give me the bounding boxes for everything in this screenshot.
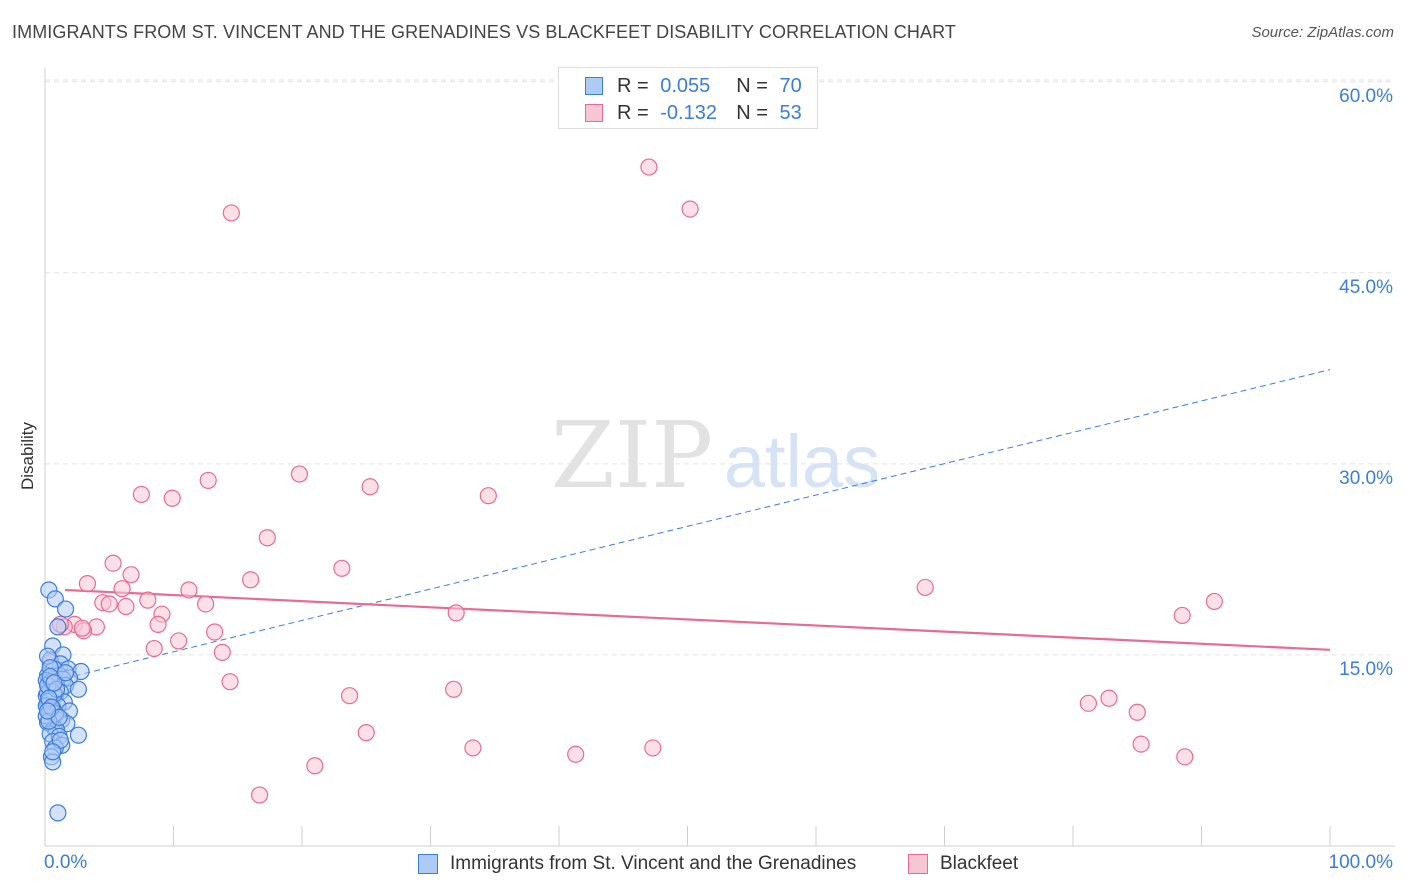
- legend-swatch-blue: [585, 77, 603, 95]
- legend-item-blackfeet[interactable]: Blackfeet: [908, 851, 1018, 877]
- r-label: R =: [617, 101, 649, 124]
- data-point-immigrants: [69, 680, 88, 698]
- data-point-blackfeet: [567, 745, 585, 763]
- y-tick-label: 45.0%: [1339, 277, 1393, 298]
- data-point-blackfeet: [122, 566, 140, 584]
- data-point-blackfeet: [199, 471, 217, 490]
- trend-line-immigrants-path: [64, 369, 1331, 679]
- watermark-zip: ZIP: [551, 402, 713, 509]
- data-point-blackfeet: [1132, 735, 1150, 753]
- data-point-blackfeet: [916, 578, 934, 597]
- data-point-blackfeet: [644, 739, 662, 757]
- gridlines: [45, 79, 1395, 656]
- y-axis-label: Disability: [18, 421, 37, 491]
- data-point-blackfeet: [132, 485, 150, 504]
- data-point-blackfeet: [113, 580, 131, 598]
- data-point-immigrants: [44, 743, 62, 761]
- data-point-blackfeet: [681, 200, 699, 218]
- data-point-immigrants: [45, 674, 63, 692]
- legend-swatch-blue: [418, 854, 438, 874]
- data-point-blackfeet: [104, 554, 122, 572]
- data-point-blackfeet: [361, 478, 379, 496]
- legend-label: Blackfeet: [940, 853, 1019, 874]
- data-point-blackfeet: [73, 619, 91, 637]
- n-value: 53: [779, 101, 802, 124]
- data-point-blackfeet: [100, 595, 118, 613]
- data-point-blackfeet: [333, 559, 351, 577]
- data-point-blackfeet: [180, 581, 198, 599]
- n-label: N =: [736, 101, 768, 124]
- x-tick-label-min: 0.0%: [44, 852, 88, 873]
- correlation-legend: R = 0.055 N = 70 R = -0.132 N = 53: [558, 67, 818, 129]
- data-point-blackfeet: [1100, 689, 1118, 707]
- data-point-blackfeet: [78, 574, 97, 593]
- data-point-blackfeet: [447, 604, 465, 622]
- data-point-blackfeet: [170, 632, 188, 650]
- data-point-blackfeet: [149, 615, 167, 633]
- data-point-blackfeet: [1079, 694, 1098, 712]
- x-tick-label-max: 100.0%: [1328, 852, 1393, 873]
- trend-line-immigrants: [64, 369, 1331, 679]
- n-value: 70: [779, 74, 802, 97]
- data-point-immigrants: [38, 702, 57, 720]
- n-label: N =: [736, 74, 768, 97]
- data-point-immigrants: [49, 804, 67, 822]
- y-tick-label: 15.0%: [1339, 659, 1393, 680]
- chart-title: IMMIGRANTS FROM ST. VINCENT AND THE GREN…: [12, 22, 956, 42]
- watermark-atlas: atlas: [724, 420, 880, 503]
- data-point-blackfeet: [258, 529, 276, 547]
- data-point-blackfeet: [242, 571, 260, 589]
- data-point-blackfeet: [1176, 748, 1194, 766]
- legend-item-immigrants[interactable]: Immigrants from St. Vincent and the Gren…: [418, 851, 856, 877]
- data-point-blackfeet: [117, 597, 135, 616]
- trend-line-blackfeet-path: [64, 588, 1331, 651]
- legend-label: Immigrants from St. Vincent and the Gren…: [450, 853, 857, 874]
- data-point-blackfeet: [340, 687, 359, 705]
- data-point-blackfeet: [222, 204, 240, 222]
- legend-row-immigrants: R = 0.055 N = 70: [559, 73, 802, 99]
- data-point-blackfeet: [640, 158, 658, 176]
- data-point-blackfeet: [479, 487, 497, 505]
- legend-swatch-pink: [585, 104, 603, 122]
- y-tick-label: 60.0%: [1339, 86, 1393, 107]
- data-point-blackfeet: [1128, 703, 1146, 721]
- data-point-blackfeet: [163, 489, 181, 507]
- trend-line-blackfeet: [64, 588, 1331, 651]
- data-point-immigrants: [46, 590, 64, 608]
- data-point-blackfeet: [221, 673, 239, 691]
- data-point-blackfeet: [1173, 606, 1191, 625]
- points-blackfeet: [41, 158, 1223, 804]
- y-tick-label: 30.0%: [1339, 468, 1393, 489]
- data-point-blackfeet: [464, 739, 482, 757]
- axes: [44, 68, 1395, 847]
- legend-swatch-pink: [908, 854, 928, 874]
- data-point-immigrants: [56, 600, 75, 618]
- data-point-blackfeet: [206, 623, 224, 641]
- data-point-blackfeet: [250, 786, 269, 804]
- data-point-blackfeet: [1205, 592, 1223, 611]
- watermark: ZIP atlas: [551, 402, 880, 509]
- data-point-blackfeet: [197, 595, 215, 613]
- points-immigrants: [37, 581, 90, 822]
- data-point-immigrants: [69, 726, 88, 744]
- r-label: R =: [617, 74, 649, 97]
- r-value: 0.055: [660, 74, 711, 97]
- data-point-blackfeet: [445, 680, 463, 698]
- data-point-blackfeet: [213, 643, 231, 661]
- r-value: -0.132: [660, 101, 717, 124]
- legend-row-blackfeet: R = -0.132 N = 53: [559, 100, 802, 126]
- data-point-blackfeet: [139, 591, 157, 609]
- data-point-immigrants: [49, 618, 67, 636]
- data-point-blackfeet: [145, 639, 163, 658]
- data-point-blackfeet: [306, 757, 324, 775]
- source-label: Source: ZipAtlas.com: [1251, 24, 1394, 41]
- data-point-blackfeet: [357, 724, 375, 742]
- data-point-blackfeet: [290, 465, 309, 483]
